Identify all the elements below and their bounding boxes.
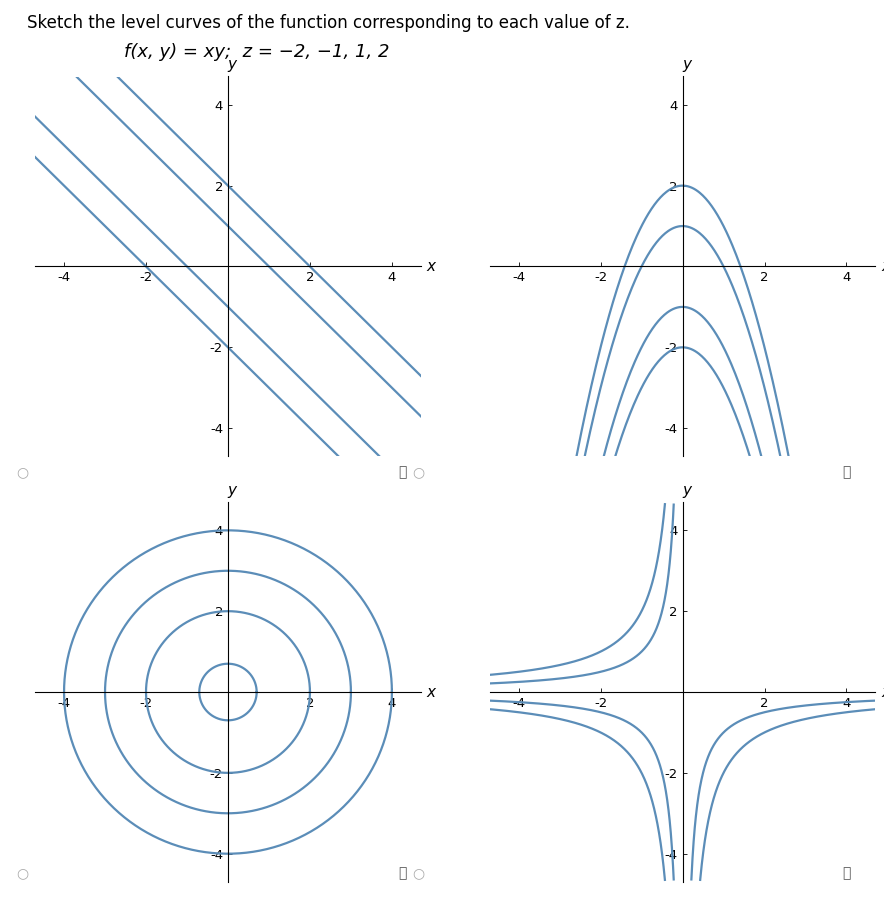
Text: ⓘ: ⓘ xyxy=(842,866,851,880)
Text: f(x, y) = xy;  z = −2, −1, 1, 2: f(x, y) = xy; z = −2, −1, 1, 2 xyxy=(124,43,389,61)
Text: ○: ○ xyxy=(16,866,28,880)
Text: ⓘ: ⓘ xyxy=(398,465,407,480)
Text: x: x xyxy=(881,685,884,699)
Text: ○: ○ xyxy=(412,465,424,480)
Text: y: y xyxy=(227,58,237,73)
Text: ○: ○ xyxy=(16,465,28,480)
Text: ○: ○ xyxy=(412,866,424,880)
Text: ⓘ: ⓘ xyxy=(842,465,851,480)
Text: ⓘ: ⓘ xyxy=(398,866,407,880)
Text: x: x xyxy=(427,259,436,274)
Text: Sketch the level curves of the function corresponding to each value of z.: Sketch the level curves of the function … xyxy=(27,14,629,32)
Text: y: y xyxy=(227,483,237,498)
Text: x: x xyxy=(881,259,884,274)
Text: x: x xyxy=(427,685,436,699)
Text: y: y xyxy=(682,483,691,498)
Text: y: y xyxy=(682,58,691,73)
